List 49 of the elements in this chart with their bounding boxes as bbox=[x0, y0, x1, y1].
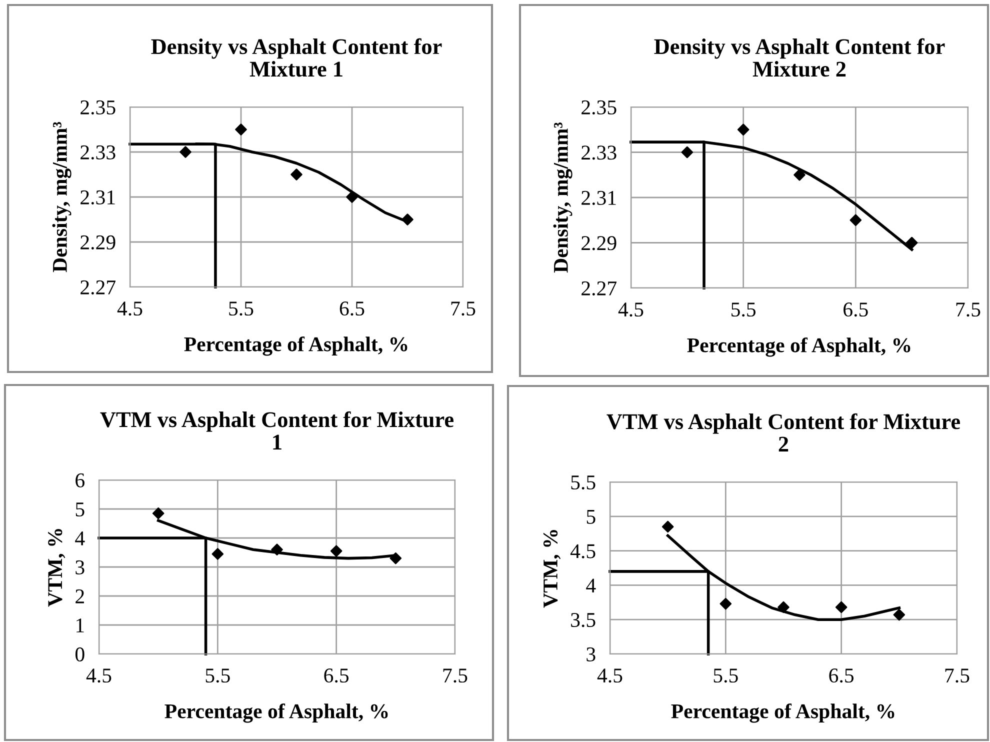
y-axis-title: VTM, % bbox=[48, 529, 66, 607]
y-tick-label: 2.29 bbox=[80, 235, 116, 250]
y-tick-label: 4 bbox=[75, 532, 85, 546]
y-tick-label: 2.35 bbox=[80, 100, 116, 115]
y-tick-label: 2.33 bbox=[582, 146, 616, 160]
x-tick-label: 6.5 bbox=[324, 668, 349, 683]
x-tick-label: 6.5 bbox=[844, 302, 868, 317]
x-tick-label: 5.5 bbox=[714, 668, 738, 683]
y-tick-label: 5.5 bbox=[571, 476, 596, 490]
y-tick-label: 2.33 bbox=[80, 145, 116, 160]
y-tick-label: 2.27 bbox=[582, 281, 617, 296]
x-tick-label: 5.5 bbox=[206, 668, 230, 683]
chart-title: VTM vs Asphalt Content for Mixture 2 bbox=[606, 413, 960, 452]
y-tick-label: 1 bbox=[76, 618, 84, 632]
y-tick-label: 5 bbox=[586, 510, 596, 524]
y-tick-label: 2 bbox=[76, 589, 84, 604]
x-tick-label: 4.5 bbox=[117, 302, 142, 316]
x-tick-label: 6.5 bbox=[829, 668, 854, 683]
y-tick-label: 4.5 bbox=[570, 544, 596, 558]
y-axis-title: Density, mg/mm³ bbox=[553, 122, 572, 273]
y-tick-label: 3.5 bbox=[571, 613, 596, 628]
x-axis-title: Percentage of Asphalt, % bbox=[687, 337, 910, 357]
chart-title: VTM vs Asphalt Content for Mixture 1 bbox=[100, 411, 454, 450]
y-tick-label: 0 bbox=[75, 647, 84, 662]
y-tick-label: 6 bbox=[76, 473, 84, 488]
x-tick-label: 7.5 bbox=[945, 668, 970, 683]
y-axis-title: Density, mg/mm³ bbox=[52, 122, 72, 272]
y-tick-label: 2.27 bbox=[80, 280, 116, 295]
y-tick-label: 2.35 bbox=[582, 100, 616, 115]
x-tick-label: 5.5 bbox=[732, 302, 756, 317]
x-axis-title: Percentage of Asphalt, % bbox=[184, 336, 408, 356]
y-tick-label: 5 bbox=[76, 502, 84, 516]
y-tick-label: 2.31 bbox=[80, 190, 115, 205]
x-axis-title: Percentage of Asphalt, % bbox=[671, 703, 894, 723]
x-tick-label: 5.5 bbox=[229, 302, 254, 316]
x-tick-label: 4.5 bbox=[618, 302, 644, 317]
x-tick-label: 7.5 bbox=[451, 302, 476, 316]
y-tick-label: 2.31 bbox=[582, 190, 616, 206]
y-tick-label: 4 bbox=[586, 578, 596, 592]
y-tick-label: 2.29 bbox=[582, 236, 616, 250]
x-tick-label: 7.5 bbox=[956, 302, 980, 317]
chart-title: Density vs Asphalt Content for Mixture 2 bbox=[654, 38, 945, 77]
y-tick-label: 3 bbox=[76, 560, 84, 574]
y-tick-label: 3 bbox=[586, 647, 596, 662]
chart-title: Density vs Asphalt Content for Mixture 1 bbox=[151, 38, 442, 77]
y-axis-title: VTM, % bbox=[543, 530, 561, 608]
x-axis-title: Percentage of Asphalt, % bbox=[164, 703, 388, 723]
x-tick-label: 6.5 bbox=[340, 302, 364, 316]
x-tick-label: 7.5 bbox=[443, 668, 468, 683]
